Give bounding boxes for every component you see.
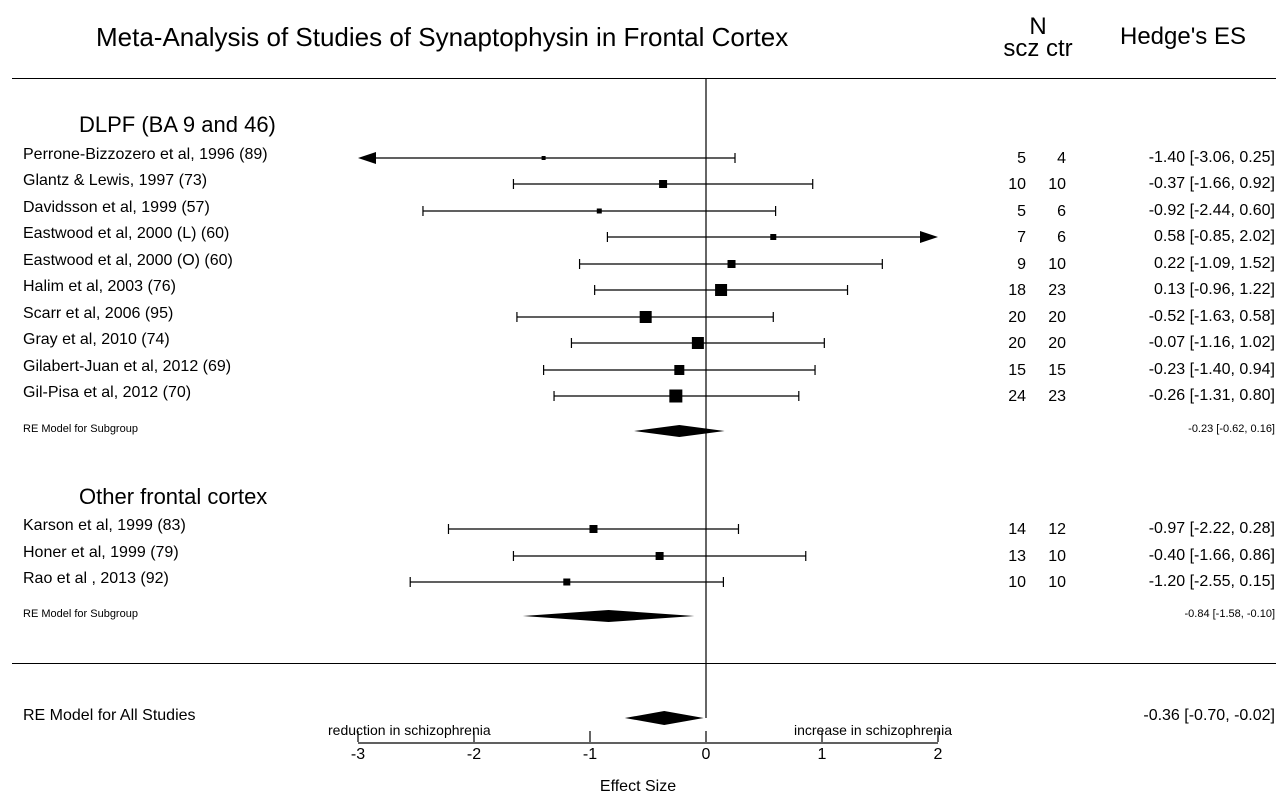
chart-title: Meta-Analysis of Studies of Synaptophysi… (96, 22, 789, 52)
effect-marker (770, 234, 777, 240)
n-ctr-cell: 4 (1057, 150, 1066, 167)
n-ctr-cell: 10 (1048, 548, 1066, 565)
n-scz-cell: 5 (1017, 203, 1026, 220)
es-value-cell: -0.07 [-1.16, 1.02] (1148, 334, 1275, 351)
effect-marker (655, 552, 664, 560)
direction-right-label: increase in schizophrenia (794, 722, 952, 738)
effect-marker (715, 284, 728, 296)
summary-diamond (634, 425, 725, 437)
x-tick-label: -1 (582, 746, 598, 763)
n-ctr-cell: 23 (1048, 282, 1066, 299)
n-ctr-cell: 10 (1048, 176, 1066, 193)
n-scz-cell: 15 (1008, 362, 1026, 379)
top-rule (12, 78, 1276, 79)
overall-label: RE Model for All Studies (23, 707, 196, 724)
n-scz-cell: 9 (1017, 256, 1026, 273)
x-tick-label: 2 (933, 746, 943, 763)
ci-left-arrow (358, 152, 376, 164)
re-model-es: -0.84 [-1.58, -0.10] (1184, 608, 1276, 620)
study-label: Rao et al , 2013 (92) (23, 570, 169, 587)
effect-marker (639, 311, 652, 323)
n-scz-cell: 5 (1017, 150, 1026, 167)
es-value-cell: -0.97 [-2.22, 0.28] (1148, 520, 1275, 537)
es-value-cell: -0.92 [-2.44, 0.60] (1148, 202, 1275, 219)
n-ctr-cell: 20 (1048, 335, 1066, 352)
study-label: Scarr et al, 2006 (95) (23, 305, 174, 322)
study-label: Glantz & Lewis, 1997 (73) (23, 172, 208, 189)
re-model-label: RE Model for Subgroup (23, 608, 138, 620)
study-label: Perrone-Bizzozero et al, 1996 (89) (23, 146, 268, 163)
subgroup-title: DLPF (BA 9 and 46) (79, 112, 276, 137)
es-value-cell: -1.40 [-3.06, 0.25] (1148, 149, 1275, 166)
x-axis-label: Effect Size (599, 778, 677, 795)
effect-marker (659, 180, 668, 188)
x-tick-label: -3 (350, 746, 366, 763)
es-value-cell: -0.40 [-1.66, 0.86] (1148, 547, 1275, 564)
study-label: Eastwood et al, 2000 (L) (60) (23, 225, 230, 242)
n-ctr-cell: 6 (1057, 229, 1066, 246)
n-scz-cell: 7 (1017, 229, 1026, 246)
subgroup-title: Other frontal cortex (79, 484, 268, 509)
es-value-cell: -0.52 [-1.63, 0.58] (1148, 308, 1275, 325)
n-header-label: N (1029, 13, 1047, 40)
overall-diamond (624, 711, 704, 725)
effect-marker (596, 208, 602, 214)
n-ctr-cell: 15 (1048, 362, 1066, 379)
es-value-cell: 0.58 [-0.85, 2.02] (1154, 228, 1275, 245)
overall-es: -0.36 [-0.70, -0.02] (1143, 707, 1275, 724)
es-value-cell: -0.26 [-1.31, 0.80] (1148, 387, 1275, 404)
es-value-cell: -0.23 [-1.40, 0.94] (1148, 361, 1275, 378)
n-scz-cell: 14 (1008, 521, 1026, 538)
effect-marker (669, 389, 683, 403)
study-label: Gilabert-Juan et al, 2012 (69) (23, 358, 232, 375)
n-scz-cell: 10 (1008, 574, 1026, 591)
effect-marker (691, 337, 704, 349)
n-scz-cell: 20 (1008, 309, 1026, 326)
n-scz-cell: 20 (1008, 335, 1026, 352)
ci-right-arrow (920, 231, 938, 243)
effect-marker (541, 156, 546, 160)
n-column-header: N scz ctr (996, 13, 1080, 62)
n-ctr-cell: 12 (1048, 521, 1066, 538)
n-ctr-cell: 23 (1048, 388, 1066, 405)
es-value-cell: 0.22 [-1.09, 1.52] (1154, 255, 1275, 272)
study-label: Halim et al, 2003 (76) (23, 278, 176, 295)
es-value-cell: -0.37 [-1.66, 0.92] (1148, 175, 1275, 192)
n-scz-cell: 13 (1008, 548, 1026, 565)
re-model-es: -0.23 [-0.62, 0.16] (1188, 423, 1275, 435)
bottom-rule (12, 663, 1276, 664)
n-header-sublabel: scz ctr (1003, 35, 1073, 62)
n-scz-cell: 18 (1008, 282, 1026, 299)
summary-diamond (522, 610, 695, 622)
x-tick-label: -2 (466, 746, 482, 763)
effect-marker (674, 365, 685, 375)
es-column-header: Hedge's ES (1120, 23, 1246, 50)
n-ctr-cell: 6 (1057, 203, 1066, 220)
direction-left-label: reduction in schizophrenia (328, 722, 491, 738)
effect-marker (589, 525, 598, 533)
x-tick-label: 0 (701, 746, 711, 763)
study-label: Gil-Pisa et al, 2012 (70) (23, 384, 192, 401)
x-tick-label: 1 (817, 746, 827, 763)
n-ctr-cell: 10 (1048, 256, 1066, 273)
es-value-cell: 0.13 [-0.96, 1.22] (1154, 281, 1275, 298)
n-ctr-cell: 10 (1048, 574, 1066, 591)
effect-marker (727, 260, 736, 268)
study-label: Karson et al, 1999 (83) (23, 517, 186, 534)
study-label: Davidsson et al, 1999 (57) (23, 199, 210, 216)
effect-marker (563, 578, 571, 586)
n-scz-cell: 24 (1008, 388, 1026, 405)
study-label: Eastwood et al, 2000 (O) (60) (23, 252, 233, 269)
es-value-cell: -1.20 [-2.55, 0.15] (1148, 573, 1275, 590)
n-scz-cell: 10 (1008, 176, 1026, 193)
study-label: Honer et al, 1999 (79) (23, 544, 179, 561)
re-model-label: RE Model for Subgroup (23, 423, 138, 435)
n-ctr-cell: 20 (1048, 309, 1066, 326)
study-label: Gray et al, 2010 (74) (23, 331, 170, 348)
